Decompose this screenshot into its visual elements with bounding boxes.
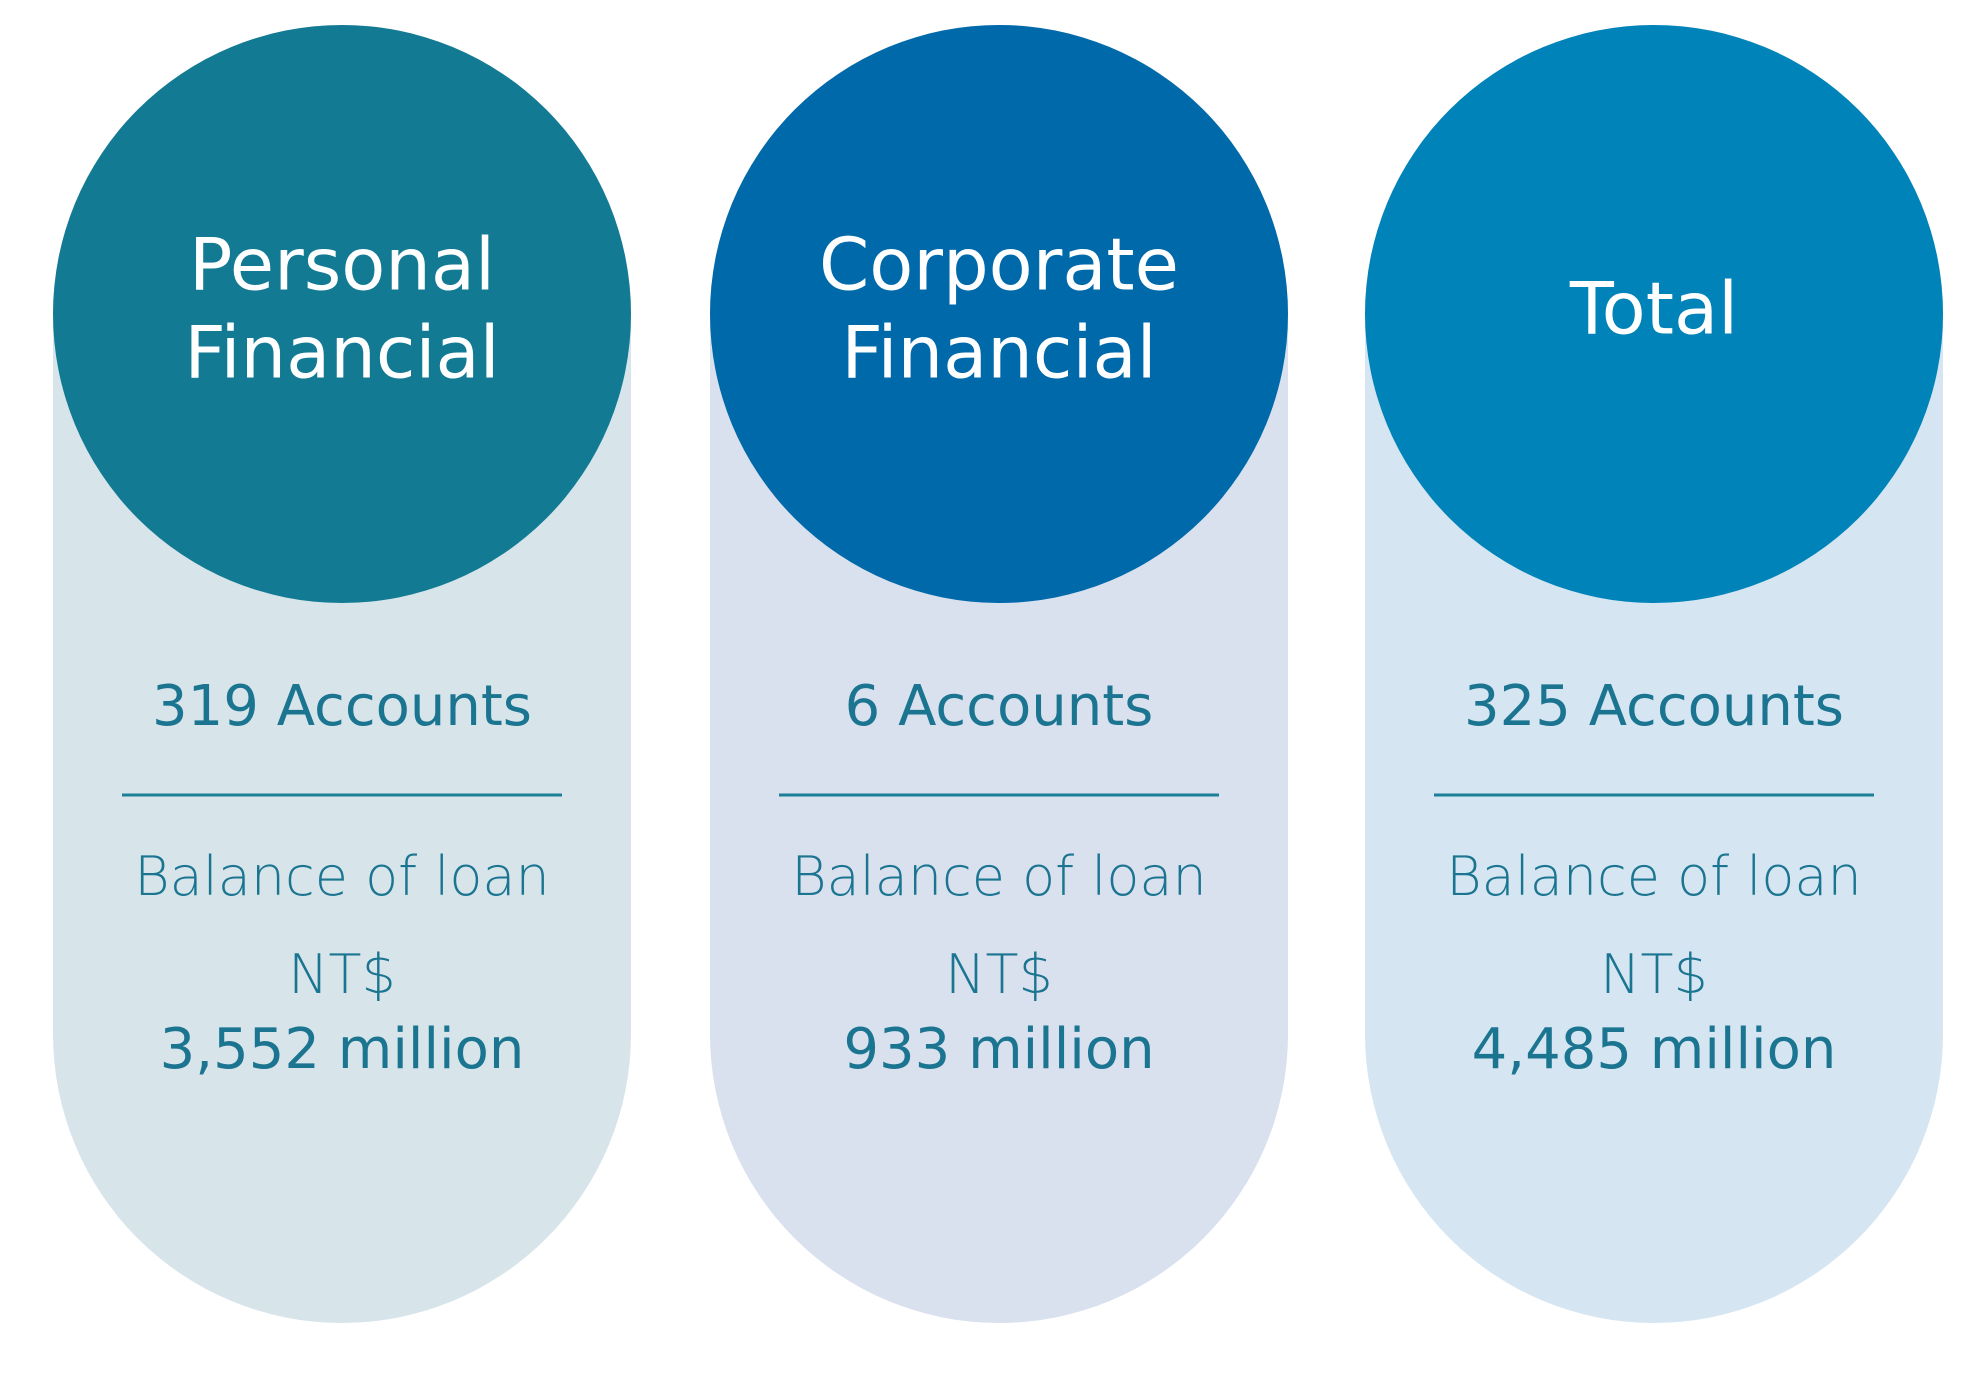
card-title: Corporate — [819, 223, 1179, 307]
card-title: Financial — [184, 311, 499, 395]
currency: NT$ — [945, 943, 1053, 1006]
loan-amount: 4,485 million — [1472, 1017, 1837, 1082]
accounts: 325 Accounts — [1464, 674, 1844, 739]
card-header-circle — [1365, 25, 1943, 603]
card-header-circle — [710, 25, 1288, 603]
card: Total 325 Accounts Balance of loan NT$ 4,485… — [1365, 25, 1943, 1323]
balance-label: Balance of loan — [791, 845, 1206, 908]
card-header-circle — [53, 25, 631, 603]
loan-amount: 3,552 million — [160, 1017, 525, 1082]
balance-label: Balance of loan — [134, 845, 549, 908]
currency: NT$ — [1600, 943, 1708, 1006]
loan-amount: 933 million — [843, 1017, 1154, 1082]
card-title: Total — [1569, 267, 1738, 351]
currency: NT$ — [288, 943, 396, 1006]
accounts: 319 Accounts — [152, 674, 532, 739]
accounts: 6 Accounts — [845, 674, 1154, 739]
card-title: Financial — [841, 311, 1156, 395]
card-title: Personal — [189, 223, 495, 307]
balance-label: Balance of loan — [1446, 845, 1861, 908]
